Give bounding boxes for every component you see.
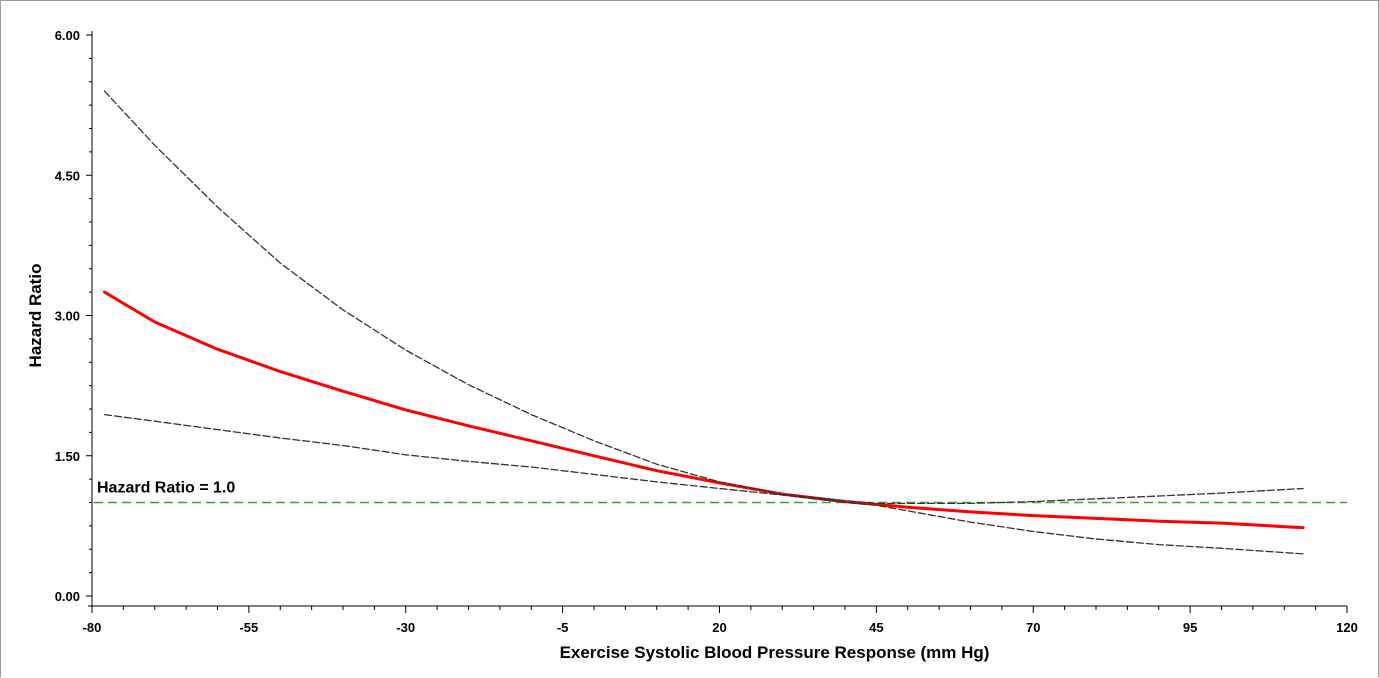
- series-line-estimate: [103, 290, 1305, 530]
- y-tick-label: 1.50: [55, 449, 80, 464]
- y-tick-label: 6.00: [55, 28, 80, 43]
- y-tick-label: 0.00: [55, 589, 80, 604]
- axes: 0.00 1.50 3.00 4.50 6.00 -80 -55 -30 -5 20 45 70 95 1…: [26, 28, 1358, 662]
- x-tick-label: 95: [1183, 620, 1197, 635]
- x-tick-label: 120: [1336, 620, 1358, 635]
- x-tick-label: -55: [239, 620, 258, 635]
- x-tick-label: 70: [1026, 620, 1040, 635]
- y-axis-title: Hazard Ratio: [26, 264, 45, 368]
- x-tick-label: 45: [869, 620, 883, 635]
- x-tick-label: -5: [557, 620, 569, 635]
- reference-line-label: Hazard Ratio = 1.0: [97, 480, 235, 497]
- series-group: [103, 90, 1305, 555]
- y-tick-label: 4.50: [55, 168, 80, 183]
- x-tick-label: 20: [712, 620, 726, 635]
- x-axis-title: Exercise Systolic Blood Pressure Respons…: [560, 643, 990, 662]
- series-line-lower-ci: [103, 413, 1304, 555]
- y-tick-label: 3.00: [55, 309, 80, 324]
- x-tick-label: -80: [83, 620, 102, 635]
- series-line-upper-ci: [103, 90, 1304, 505]
- x-tick-label: -30: [396, 620, 415, 635]
- labels-group: Hazard Ratio = 1.0: [97, 480, 235, 497]
